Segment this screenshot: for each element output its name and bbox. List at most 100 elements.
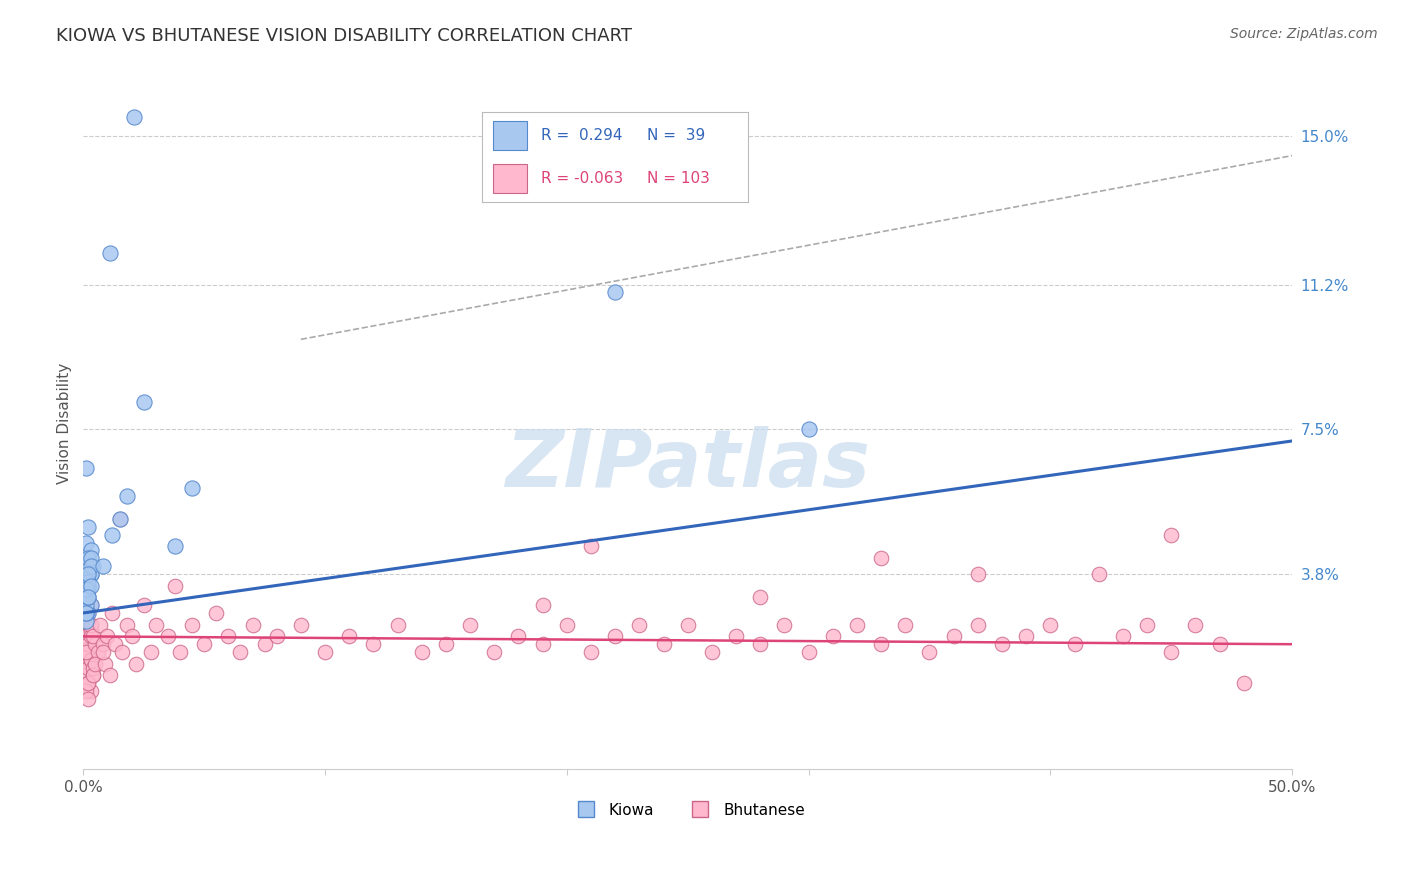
Point — [411, 645, 433, 659]
Point — [1063, 637, 1085, 651]
Text: ZIPatlas: ZIPatlas — [505, 425, 870, 504]
Point — [79, 653, 101, 667]
Point — [77, 606, 100, 620]
Point — [122, 110, 145, 124]
Point — [98, 246, 121, 260]
Point — [531, 637, 554, 651]
Point — [75, 629, 97, 643]
Point — [605, 285, 627, 300]
Point — [75, 606, 97, 620]
Point — [79, 551, 101, 566]
Point — [75, 645, 97, 659]
Point — [290, 617, 312, 632]
Point — [79, 598, 101, 612]
Point — [266, 629, 288, 643]
Point — [108, 512, 131, 526]
Point — [75, 598, 97, 612]
Point — [77, 578, 100, 592]
Point — [79, 629, 101, 643]
Point — [870, 637, 893, 651]
Point — [77, 582, 100, 597]
Point — [1136, 617, 1159, 632]
Point — [1160, 528, 1182, 542]
Point — [139, 645, 162, 659]
Point — [169, 645, 191, 659]
Point — [91, 559, 114, 574]
Point — [75, 574, 97, 589]
Point — [101, 606, 124, 620]
Point — [821, 629, 844, 643]
Point — [181, 481, 204, 495]
Point — [508, 629, 530, 643]
Point — [676, 617, 699, 632]
Point — [870, 551, 893, 566]
Point — [79, 559, 101, 574]
Point — [79, 543, 101, 558]
Point — [217, 629, 239, 643]
Point — [555, 617, 578, 632]
Point — [82, 559, 104, 574]
Point — [75, 586, 97, 600]
Point — [991, 637, 1014, 651]
Point — [98, 668, 121, 682]
Point — [79, 566, 101, 581]
Point — [75, 606, 97, 620]
Point — [79, 684, 101, 698]
Point — [77, 591, 100, 605]
Point — [75, 614, 97, 628]
Point — [165, 540, 187, 554]
Point — [77, 661, 100, 675]
Point — [77, 574, 100, 589]
Point — [458, 617, 481, 632]
Point — [77, 645, 100, 659]
Point — [205, 606, 228, 620]
Point — [77, 676, 100, 690]
Point — [77, 578, 100, 592]
Point — [77, 551, 100, 566]
Point — [1208, 637, 1230, 651]
Point — [75, 668, 97, 682]
Point — [104, 637, 127, 651]
Point — [725, 629, 748, 643]
Point — [132, 395, 155, 409]
Point — [75, 535, 97, 549]
Point — [894, 617, 917, 632]
Point — [145, 617, 167, 632]
Y-axis label: Vision Disability: Vision Disability — [58, 363, 72, 484]
Point — [797, 422, 820, 436]
Point — [314, 645, 336, 659]
Point — [165, 578, 187, 592]
Point — [75, 591, 97, 605]
Point — [1112, 629, 1135, 643]
Point — [108, 512, 131, 526]
Point — [156, 629, 179, 643]
Point — [797, 645, 820, 659]
Point — [77, 566, 100, 581]
Point — [918, 645, 941, 659]
Point — [1087, 566, 1109, 581]
Point — [79, 617, 101, 632]
Point — [75, 617, 97, 632]
Point — [579, 540, 602, 554]
Point — [101, 528, 124, 542]
Point — [253, 637, 276, 651]
Point — [94, 657, 117, 671]
Point — [579, 645, 602, 659]
Point — [434, 637, 457, 651]
Point — [966, 566, 988, 581]
Point — [75, 684, 97, 698]
Point — [77, 676, 100, 690]
Point — [84, 637, 107, 651]
Point — [77, 692, 100, 706]
Point — [77, 591, 100, 605]
Point — [229, 645, 252, 659]
Point — [84, 657, 107, 671]
Point — [79, 578, 101, 592]
Text: Source: ZipAtlas.com: Source: ZipAtlas.com — [1230, 27, 1378, 41]
Point — [91, 645, 114, 659]
Point — [79, 622, 101, 636]
Point — [1233, 676, 1256, 690]
Point — [1160, 645, 1182, 659]
Point — [966, 617, 988, 632]
Point — [82, 668, 104, 682]
